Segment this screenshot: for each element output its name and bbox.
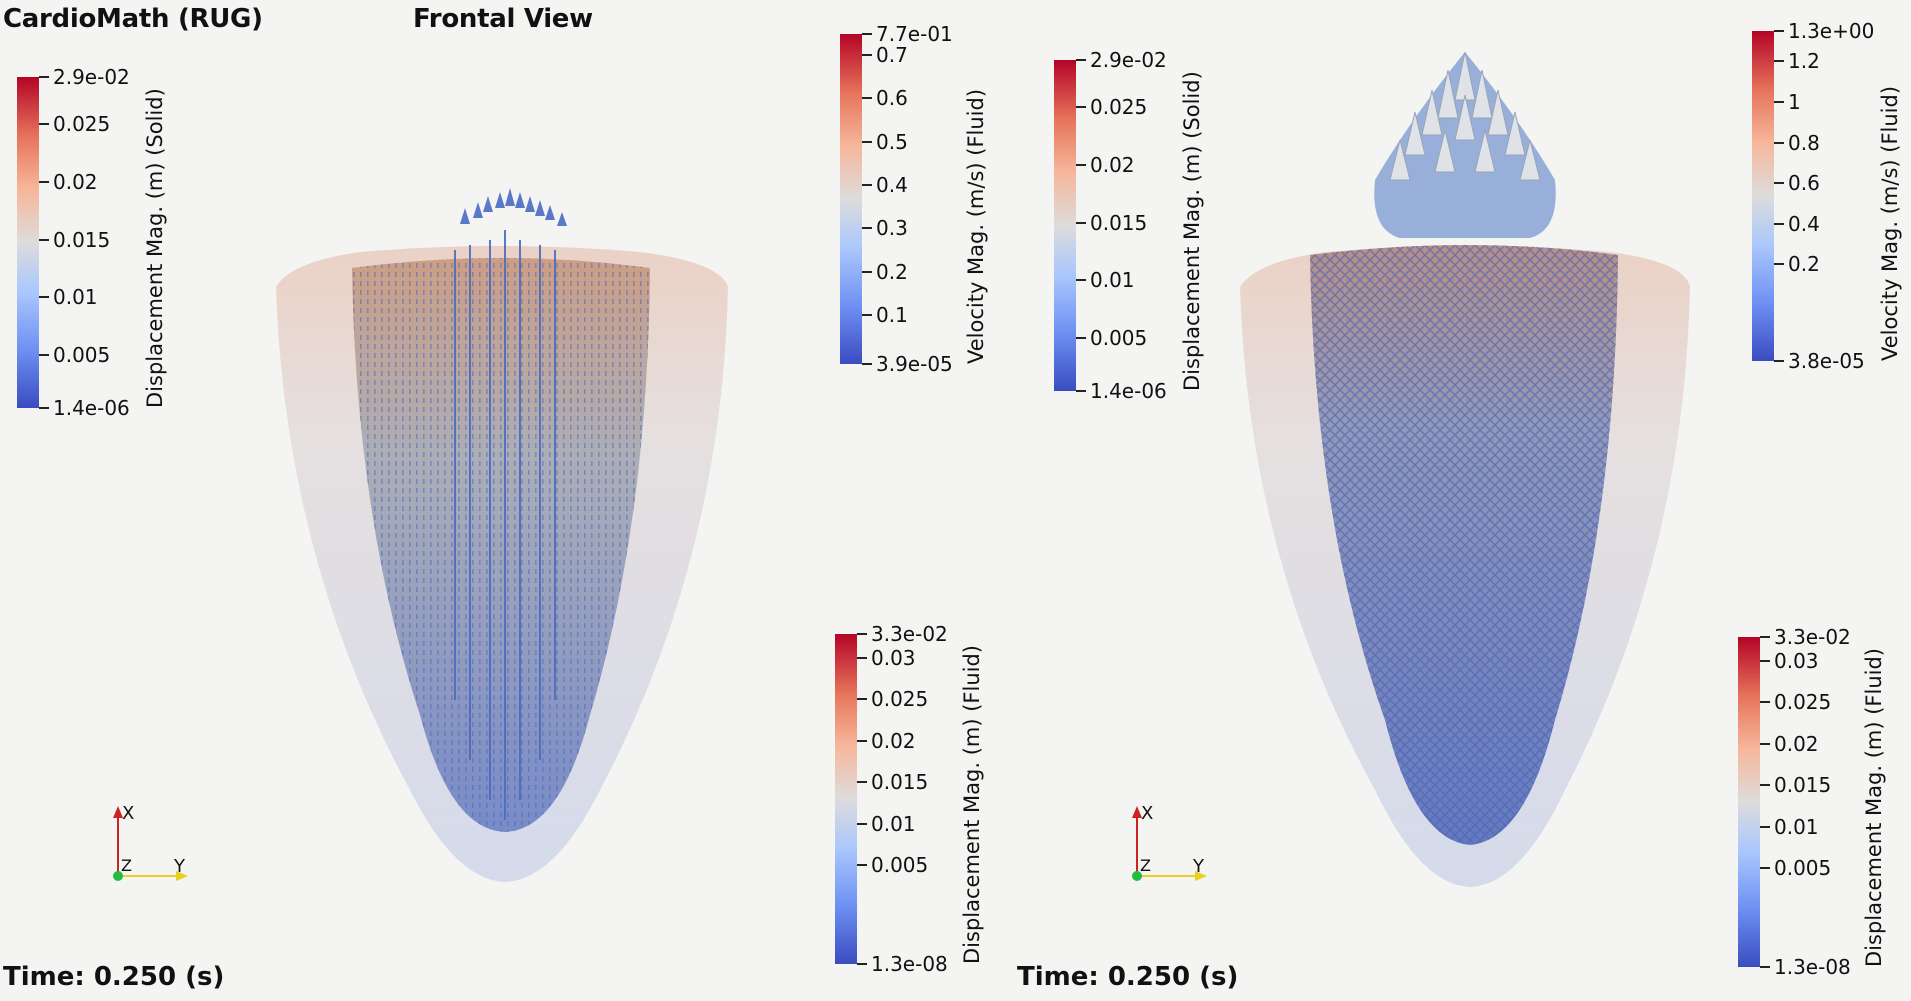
colorbar-gradient	[1752, 31, 1774, 361]
colorbar-gradient	[1738, 637, 1760, 967]
right-axis-z-label: Z	[1140, 856, 1151, 875]
right-fluid-colorbar-title: Displacement Mag. (m) (Fluid)	[1862, 648, 1886, 967]
colorbar-gradient	[840, 34, 862, 364]
left-solid-colorbar: 2.9e-02 0.025 0.02 0.015 0.01 0.005 1.4e-06	[17, 65, 130, 420]
right-fluid-colorbar: 3.3e-02 0.03 0.025 0.02 0.015 0.01 0.005 1.3e-0…	[1738, 625, 1851, 979]
right-axis-triad	[1132, 806, 1207, 881]
right-velocity-colorbar-title: Velocity Mag. (m/s) (Fluid)	[1878, 85, 1902, 361]
left-fluid-colorbar: 3.3e-02 0.03 0.025 0.02 0.015 0.01 0.005 1.3e-0…	[835, 622, 948, 976]
left-axis-y-label: Y	[174, 856, 185, 877]
right-heart-model	[1240, 51, 1690, 887]
colorbar-gradient	[1054, 60, 1076, 391]
left-velocity-colorbar-title: Velocity Mag. (m/s) (Fluid)	[964, 88, 988, 364]
left-solid-colorbar-title: Displacement Mag. (m) (Solid)	[143, 88, 167, 408]
left-time-label: Time: 0.250 (s)	[3, 962, 225, 992]
right-axis-y-label: Y	[1193, 856, 1204, 877]
right-time-label: Time: 0.250 (s)	[1017, 962, 1239, 992]
colorbar-gradient	[17, 77, 39, 408]
right-axis-x-label: X	[1141, 803, 1154, 824]
right-velocity-colorbar: 1.3e+00 1.2 1 0.8 0.6 0.4 0.2 3.8e-05	[1752, 19, 1874, 373]
left-axis-triad	[113, 806, 188, 881]
view-title: Frontal View	[413, 4, 593, 34]
colorbar-gradient	[835, 634, 857, 964]
app-title: CardioMath (RUG)	[3, 4, 263, 34]
left-fluid-colorbar-title: Displacement Mag. (m) (Fluid)	[960, 645, 984, 964]
left-velocity-colorbar: 7.7e-01 0.7 0.6 0.5 0.4 0.3 0.2 0.1 3.9e-05	[840, 22, 953, 376]
left-axis-x-label: X	[122, 803, 135, 824]
right-solid-colorbar-title: Displacement Mag. (m) (Solid)	[1180, 71, 1204, 391]
left-axis-z-label: Z	[121, 856, 132, 875]
left-heart-model	[276, 188, 728, 882]
right-solid-colorbar: 2.9e-02 0.025 0.02 0.015 0.01 0.005 1.4e-06	[1054, 48, 1167, 403]
